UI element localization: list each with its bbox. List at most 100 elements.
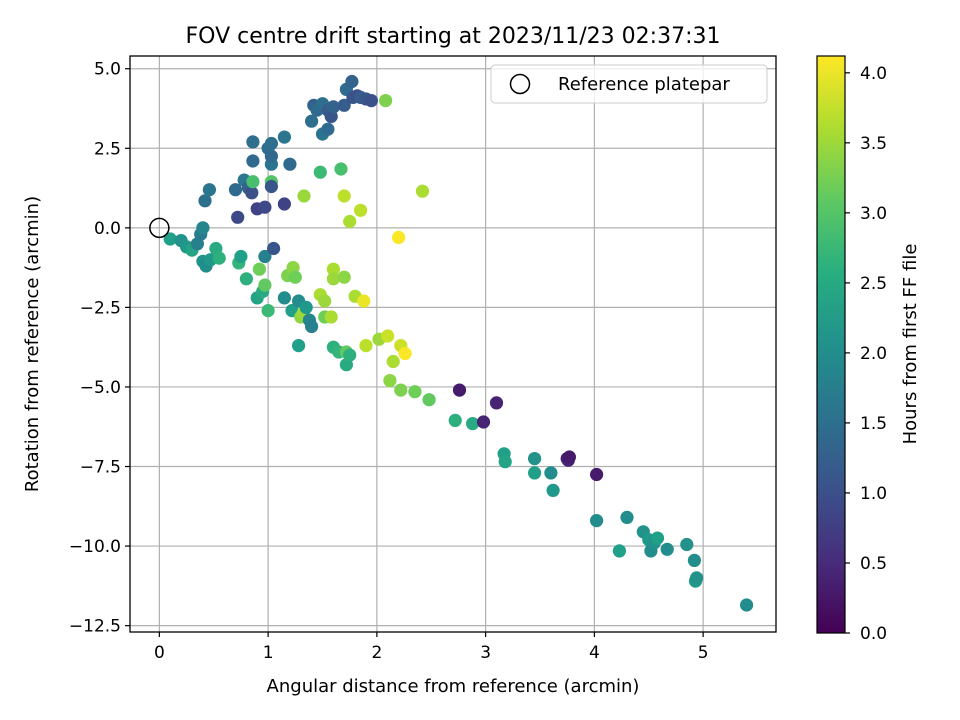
colorbar-tick-label: 0.5	[860, 554, 887, 574]
data-point	[612, 544, 627, 558]
reference-platepar-marker	[149, 217, 170, 239]
legend: Reference platepar	[490, 64, 768, 104]
data-point	[650, 531, 665, 545]
data-point	[379, 94, 393, 108]
data-point	[258, 278, 272, 292]
data-point	[562, 450, 577, 464]
colorbar: 0.0 0.5 1.0 1.5 2.0 2.5 3.0 3.5 4.0 Hours from f…	[816, 55, 921, 644]
data-point	[690, 571, 704, 585]
data-point	[620, 510, 634, 524]
x-tick-label: 0	[154, 643, 165, 663]
data-point	[292, 339, 306, 353]
data-point	[364, 94, 378, 108]
data-point	[394, 383, 408, 397]
data-point	[212, 251, 226, 265]
y-tick-label: −7.5	[80, 458, 121, 478]
data-point	[398, 346, 412, 361]
plot-frame	[129, 55, 777, 633]
data-point	[258, 249, 272, 264]
colorbar-tick-label: 2.0	[860, 344, 887, 364]
data-point	[264, 179, 278, 194]
data-point	[337, 98, 351, 112]
data-point	[660, 542, 674, 556]
colorbar-tick-label: 4.0	[860, 64, 887, 84]
data-point	[415, 184, 430, 198]
x-axis-ticks: 0 1 2 3 4 5	[154, 632, 709, 663]
colorbar-tick-label: 1.0	[860, 484, 887, 504]
colorbar-tick-label: 1.5	[860, 414, 887, 434]
data-point	[246, 175, 260, 189]
data-point	[231, 210, 245, 224]
data-point	[448, 413, 462, 427]
data-point	[359, 339, 373, 353]
data-point	[277, 130, 291, 144]
data-point	[326, 262, 340, 276]
data-point	[337, 270, 351, 284]
legend-marker-open-circle-icon	[509, 73, 531, 95]
data-point	[590, 514, 604, 528]
x-tick-label: 2	[371, 643, 382, 663]
data-point	[386, 354, 400, 369]
data-point	[234, 249, 248, 264]
data-point	[489, 396, 504, 410]
data-point	[357, 294, 371, 308]
data-point	[326, 100, 340, 114]
data-point	[381, 329, 395, 343]
data-point	[740, 598, 754, 612]
data-point	[392, 230, 406, 244]
data-point	[337, 189, 351, 203]
data-point	[687, 553, 702, 568]
data-point	[498, 455, 512, 469]
x-axis-label: Angular distance from reference (arcmin)	[267, 676, 640, 697]
data-point	[277, 291, 291, 305]
data-point	[277, 197, 291, 211]
colorbar-tick-label: 3.5	[860, 134, 887, 154]
data-point	[163, 232, 177, 246]
data-point	[299, 300, 313, 314]
colorbar-tick-label: 0.0	[860, 624, 887, 644]
data-point	[343, 348, 357, 362]
data-point	[326, 272, 340, 286]
data-point	[334, 162, 348, 176]
y-axis-label: Rotation from reference (arcmin)	[22, 196, 43, 492]
legend-box	[490, 64, 768, 104]
data-point	[422, 393, 436, 407]
data-point	[264, 149, 278, 163]
data-point	[305, 319, 319, 334]
data-point	[283, 157, 297, 171]
colorbar-label: Hours from first FF file	[900, 244, 921, 445]
colorbar-tick-label: 2.5	[860, 274, 887, 294]
y-tick-label: −2.5	[80, 298, 121, 318]
data-point	[252, 262, 266, 276]
data-point	[288, 270, 302, 284]
data-point	[258, 200, 272, 214]
data-point	[546, 483, 560, 497]
y-tick-label: −12.5	[69, 617, 121, 637]
data-point	[318, 294, 332, 308]
data-point	[198, 194, 212, 208]
y-tick-label: 5.0	[94, 60, 121, 80]
data-point	[246, 154, 260, 168]
data-point	[245, 186, 259, 200]
data-point	[202, 183, 216, 197]
data-point	[528, 452, 542, 466]
data-point	[466, 417, 480, 431]
data-point	[324, 310, 338, 324]
data-point	[297, 189, 311, 203]
data-point	[264, 136, 278, 151]
legend-label: Reference platepar	[558, 74, 730, 95]
colorbar-ticks: 0.0 0.5 1.0 1.5 2.0 2.5 3.0 3.5 4.0	[845, 64, 887, 644]
y-tick-label: 2.5	[94, 139, 121, 159]
data-point	[680, 537, 694, 552]
chart-title: FOV centre drift starting at 2023/11/23 …	[186, 24, 721, 49]
y-axis-ticks: 5.0 2.5 0.0 −2.5 −5.0 −7.5 −10.0 −12.5	[69, 60, 130, 637]
data-point	[528, 466, 542, 480]
data-point	[239, 272, 253, 286]
data-point	[383, 374, 397, 388]
data-point	[261, 304, 275, 318]
x-tick-label: 5	[698, 643, 709, 663]
data-point	[196, 221, 210, 235]
data-points	[149, 74, 754, 612]
